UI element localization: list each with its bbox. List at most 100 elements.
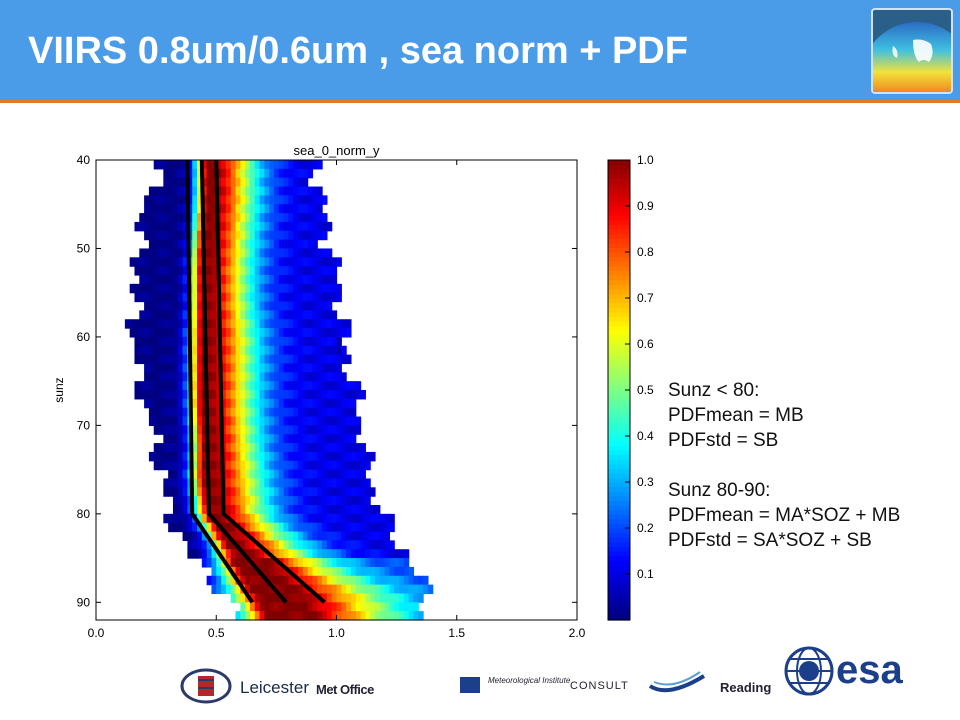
heatmap-cell (177, 345, 184, 356)
heatmap-cell (288, 558, 294, 568)
heatmap-cell (211, 425, 217, 435)
heatmap-cell (192, 469, 198, 480)
heatmap-cell (365, 531, 371, 541)
heatmap-cell (360, 460, 366, 471)
heatmap-cell (283, 487, 289, 497)
heatmap-cell (259, 522, 265, 533)
heatmap-cell (177, 195, 184, 205)
heatmap-cell (177, 434, 184, 444)
heatmap-cell (206, 160, 213, 170)
heatmap-cell (322, 328, 328, 338)
heatmap-cell (254, 469, 261, 480)
heatmap-cell (240, 354, 246, 365)
heatmap-cell (384, 540, 391, 550)
heatmap-cell (192, 186, 198, 196)
heatmap-cell (216, 460, 222, 471)
heatmap-cell (206, 549, 213, 559)
heatmap-cell (379, 558, 386, 568)
heatmap-cell (293, 460, 299, 471)
heatmap-cell (206, 310, 213, 320)
heatmap-cell (192, 372, 198, 382)
earth-sst-logo-icon (871, 8, 953, 94)
heatmap-cell (144, 213, 150, 223)
heatmap-cell (163, 283, 169, 294)
heatmap-cell (240, 407, 246, 418)
heatmap-cell (254, 584, 261, 595)
heatmap-cell (206, 257, 213, 267)
heatmap-cell (317, 531, 323, 541)
heatmap-cell (134, 354, 140, 365)
heatmap-cell (298, 443, 304, 453)
heatmap-cell (172, 522, 179, 533)
heatmap-cell (225, 328, 232, 338)
heatmap-cell (225, 575, 232, 586)
heatmap-cell (134, 381, 140, 391)
heatmap-cell (293, 168, 299, 179)
metoffice-logo: Met Office (316, 682, 374, 697)
heatmap-cell (336, 416, 342, 426)
heatmap-cell (288, 381, 294, 391)
heatmap-cell (336, 505, 342, 515)
heatmap-cell (346, 522, 352, 533)
heatmap-cell (307, 381, 314, 391)
heatmap-cell (283, 407, 289, 418)
heatmap-cell (288, 416, 294, 426)
heatmap-cell (182, 487, 188, 497)
heatmap-cell (153, 195, 160, 205)
heatmap-cell (302, 513, 309, 524)
heatmap-cell (182, 275, 188, 285)
colorbar-segment (608, 477, 630, 483)
heatmap-cell (148, 407, 155, 418)
heatmap-cell (307, 496, 314, 506)
heatmap-cell (269, 566, 275, 577)
heatmap-cell (168, 451, 174, 462)
heatmap-cell (148, 195, 155, 205)
heatmap-cell (269, 434, 275, 444)
heatmap-cell (326, 266, 333, 276)
heatmap-cell (365, 478, 371, 488)
heatmap-cell (298, 160, 304, 170)
heatmap-cell (249, 425, 256, 435)
heatmap-cell (298, 522, 304, 533)
heatmap-cell (182, 160, 188, 170)
heatmap-cell (312, 292, 318, 303)
heatmap-cell (403, 602, 410, 612)
heatmap-cell (326, 487, 333, 497)
heatmap-cell (302, 531, 309, 541)
heatmap-cell (302, 575, 309, 586)
heatmap-cell (240, 575, 246, 586)
heatmap-cell (307, 195, 314, 205)
heatmap-cell (158, 239, 164, 250)
heatmap-cell (144, 310, 150, 320)
heatmap-cell (240, 611, 246, 621)
heatmap-cell (298, 487, 304, 497)
heatmap-cell (273, 186, 280, 196)
heatmap-cell (379, 575, 386, 586)
heatmap-cell (288, 584, 294, 595)
heatmap-cell (389, 611, 395, 621)
heatmap-cell (264, 160, 270, 170)
heatmap-cell (245, 443, 251, 453)
heatmap-cell (288, 328, 294, 338)
heatmap-cell (197, 319, 203, 329)
heatmap-cell (225, 319, 232, 329)
heatmap-cell (254, 266, 261, 276)
heatmap-cell (264, 363, 270, 373)
heatmap-cell (326, 416, 333, 426)
heatmap-cell (230, 469, 237, 480)
heatmap-cell (245, 230, 251, 241)
colorbar-segment (608, 215, 630, 221)
heatmap-cell (350, 398, 357, 409)
heatmap-cell (182, 266, 188, 276)
heatmap-cell (201, 469, 208, 480)
colorbar-segment (608, 284, 630, 290)
heatmap-cell (211, 372, 217, 382)
heatmap-cell (158, 160, 164, 170)
heatmap-cell (134, 257, 140, 267)
heatmap-cell (403, 584, 410, 595)
heatmap-cell (322, 336, 328, 347)
heatmap-cell (326, 221, 333, 232)
heatmap-cell (221, 239, 227, 250)
heatmap-cell (245, 558, 251, 568)
heatmap-cell (148, 186, 155, 196)
